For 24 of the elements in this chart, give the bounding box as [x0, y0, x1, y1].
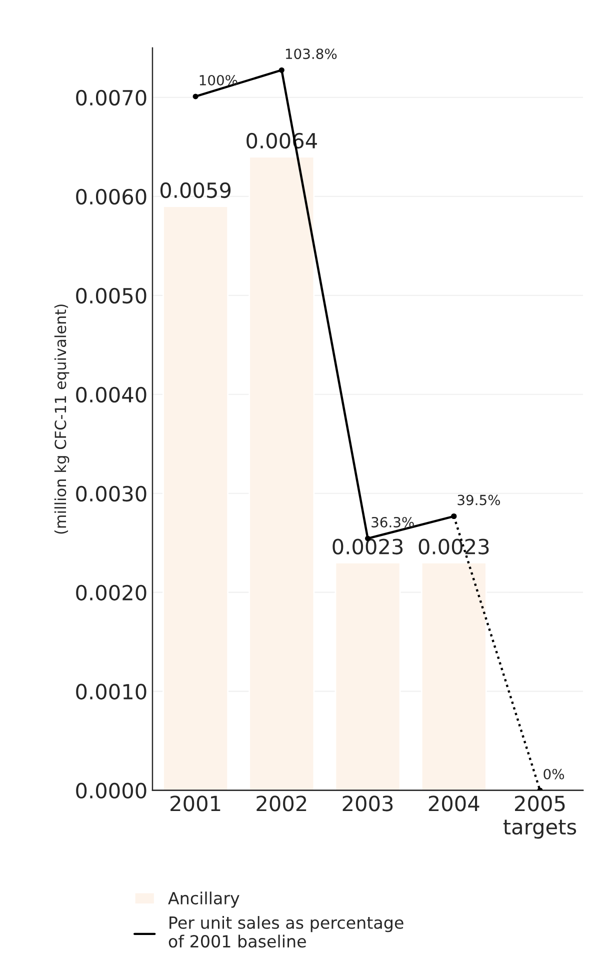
x-tick-label: 2002	[256, 796, 306, 812]
data-label: 103.8%	[286, 48, 337, 60]
y-tick-label: 0.0060	[76, 188, 146, 205]
data-label: 100%	[200, 74, 238, 86]
legend-label: Per unit sales as percentage of 2001 baseline	[168, 916, 404, 948]
data-label: 36.3%	[372, 516, 414, 528]
y-tick-label: 0.0000	[76, 782, 146, 799]
data-label: 39.5%	[458, 494, 500, 506]
data-label: 0%	[544, 768, 564, 780]
data-label: 0.0023	[332, 538, 403, 554]
y-tick-label: 0.0070	[76, 90, 146, 106]
y-tick-label: 0.0050	[76, 288, 146, 304]
y-tick-label: 0.0020	[76, 584, 146, 601]
legend-label: Ancillary	[168, 892, 240, 908]
y-tick-label: 0.0030	[76, 486, 146, 502]
data-label: 0.0023	[418, 538, 489, 554]
data-label: 0.0059	[160, 182, 231, 198]
y-tick-label: 0.0010	[76, 684, 146, 700]
y-tick-label: 0.0040	[76, 386, 146, 403]
y-axis-title: (million kg CFC-11 equivalent)	[54, 304, 70, 534]
x-tick-label: 2004	[428, 796, 480, 812]
x-tick-label: 2003	[342, 796, 393, 812]
x-tick-label: 2001	[170, 796, 220, 812]
x-tick-label: 2005 targets	[503, 796, 576, 839]
